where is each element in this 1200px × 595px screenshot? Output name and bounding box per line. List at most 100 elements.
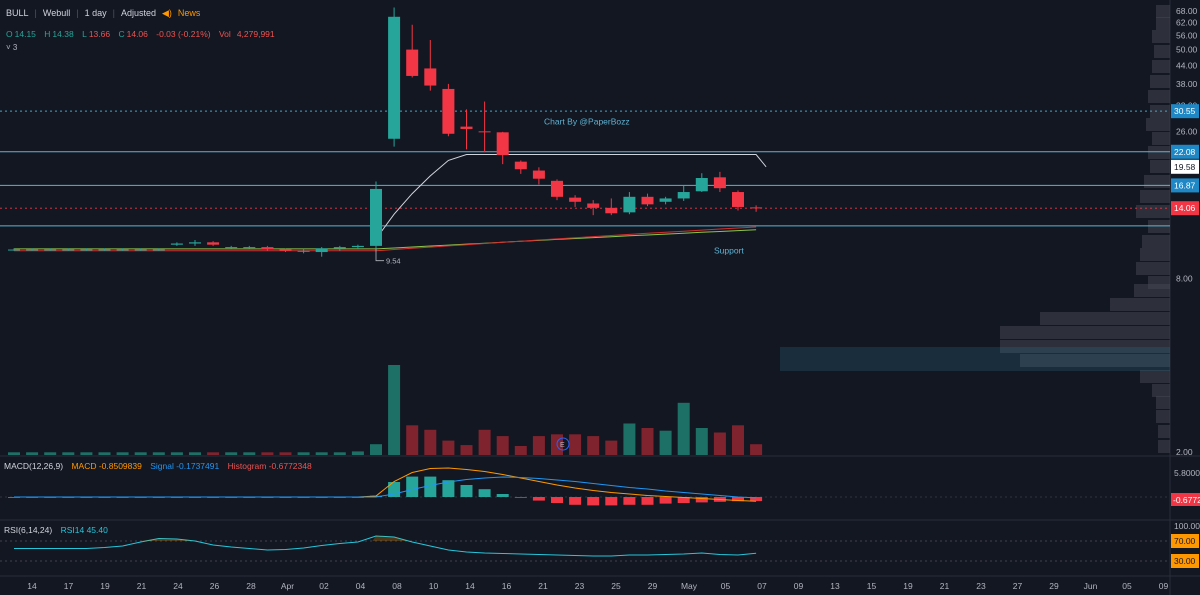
value-area-zone	[780, 347, 1170, 371]
candle-body	[333, 247, 346, 249]
rsi-tick-label: 100.00	[1174, 521, 1200, 531]
volume-label: Vol	[218, 29, 231, 39]
volume-bar	[80, 452, 93, 455]
price-label-box	[1171, 201, 1199, 216]
volume-profile-bar	[1136, 262, 1170, 275]
price-label-box	[1171, 144, 1199, 159]
candle-body	[460, 126, 473, 129]
news-icon[interactable]: ◀)	[161, 8, 172, 18]
rsi-overbought-fill	[372, 536, 409, 541]
macd-tick-label: 5.8000	[1174, 468, 1200, 478]
date-tick-label: 09	[1159, 581, 1169, 591]
candle-body	[732, 192, 744, 207]
ohlc-readout: O 14.15 H 14.38 L 13.66 C 14.06 -0.03 (-0.21…	[6, 29, 281, 39]
date-tick-label: 21	[538, 581, 548, 591]
date-tick-label: 17	[64, 581, 74, 591]
price-label-box	[1171, 104, 1199, 119]
indicator-collapse-toggle[interactable]: ˅ 3	[6, 43, 17, 52]
low-label: L	[82, 29, 87, 39]
rsi-name[interactable]: RSI(6,14,24)	[4, 525, 53, 535]
price-tick-label: 56.00	[1176, 30, 1198, 40]
volume-bar	[170, 452, 183, 455]
date-tick-label: 27	[1013, 581, 1023, 591]
candle-body	[261, 247, 274, 250]
volume-bar	[732, 425, 744, 455]
macd-tick-label: -0.6772	[1173, 495, 1200, 505]
rsi-band-box	[1171, 554, 1199, 568]
volume-profile-bar	[1148, 220, 1170, 233]
date-tick-label: May	[681, 581, 698, 591]
date-tick-label: 23	[575, 581, 585, 591]
date-tick-label: 26	[210, 581, 220, 591]
price-label-box	[1171, 159, 1199, 174]
volume-profile-bar	[1020, 354, 1170, 367]
earnings-marker: E	[560, 442, 565, 449]
candle-body	[424, 68, 437, 86]
date-tick-label: 15	[867, 581, 877, 591]
macd-name[interactable]: MACD(12,26,9)	[4, 461, 64, 471]
candle-body	[478, 131, 491, 133]
candle-body	[98, 249, 111, 251]
date-tick-label: 08	[392, 581, 402, 591]
volume-bar	[750, 444, 763, 455]
candle-body	[406, 49, 419, 76]
low-marker-line	[375, 248, 384, 262]
volume-bar	[297, 452, 310, 455]
macd-histogram-bar	[424, 476, 437, 497]
volume-bar	[713, 432, 726, 455]
candle-body	[8, 249, 20, 251]
volume-profile-bar	[1150, 75, 1170, 88]
rsi-tick-label: 70.00	[1174, 536, 1196, 546]
volume-profile-bar	[1148, 90, 1170, 103]
low-marker-label: 9.54	[386, 257, 401, 266]
volume-profile-bar	[1150, 160, 1170, 173]
low-value: 13.66	[88, 29, 111, 39]
candle-body	[116, 249, 129, 251]
volume-profile-bar	[1000, 326, 1170, 339]
macd-histogram-bar	[460, 485, 473, 497]
macd-histogram-bar	[551, 497, 563, 503]
candle-body	[695, 178, 708, 192]
adjustment-label[interactable]: Adjusted	[120, 8, 156, 18]
macd-histogram-bar	[623, 497, 636, 505]
open-value: 14.15	[14, 29, 36, 39]
date-tick-label: 16	[502, 581, 512, 591]
candle-body	[587, 203, 600, 208]
high-value: 14.38	[52, 29, 74, 39]
close-value: 14.06	[126, 29, 148, 39]
signal-value: Signal -0.1737491	[150, 461, 220, 471]
volume-bar	[279, 452, 292, 455]
date-tick-label: 29	[648, 581, 658, 591]
volume-bar	[370, 444, 382, 455]
indicator-count: 3	[12, 43, 18, 52]
volume-profile-bar	[1156, 17, 1170, 30]
macd-histogram-bar	[478, 489, 491, 497]
candle-body	[605, 207, 618, 214]
news-label[interactable]: News	[177, 8, 201, 18]
candle-body	[351, 245, 364, 248]
volume-bar	[243, 452, 256, 455]
volume-bar	[424, 429, 437, 455]
candle-body	[189, 242, 201, 244]
symbol-label[interactable]: BULL	[6, 8, 29, 18]
date-tick-label: Apr	[281, 581, 294, 591]
candle-body	[442, 88, 455, 134]
date-tick-label: 05	[721, 581, 731, 591]
macd-histogram-bar	[406, 476, 419, 497]
price-tick-label: 50.00	[1176, 45, 1198, 55]
anchored-vwap-line	[375, 154, 767, 240]
date-tick-label: 09	[794, 581, 804, 591]
volume-bar	[116, 452, 129, 455]
candle-body	[551, 180, 563, 197]
interval-label[interactable]: 1 day	[84, 8, 107, 18]
date-tick-label: 23	[976, 581, 986, 591]
date-tick-label: 14	[27, 581, 37, 591]
volume-bar	[605, 440, 618, 455]
candle-body	[44, 249, 57, 251]
date-tick-label: Jun	[1084, 581, 1098, 591]
candle-body	[170, 243, 183, 245]
volume-profile-bar	[1156, 396, 1170, 409]
date-tick-label: 04	[356, 581, 366, 591]
candle-body	[496, 132, 509, 156]
